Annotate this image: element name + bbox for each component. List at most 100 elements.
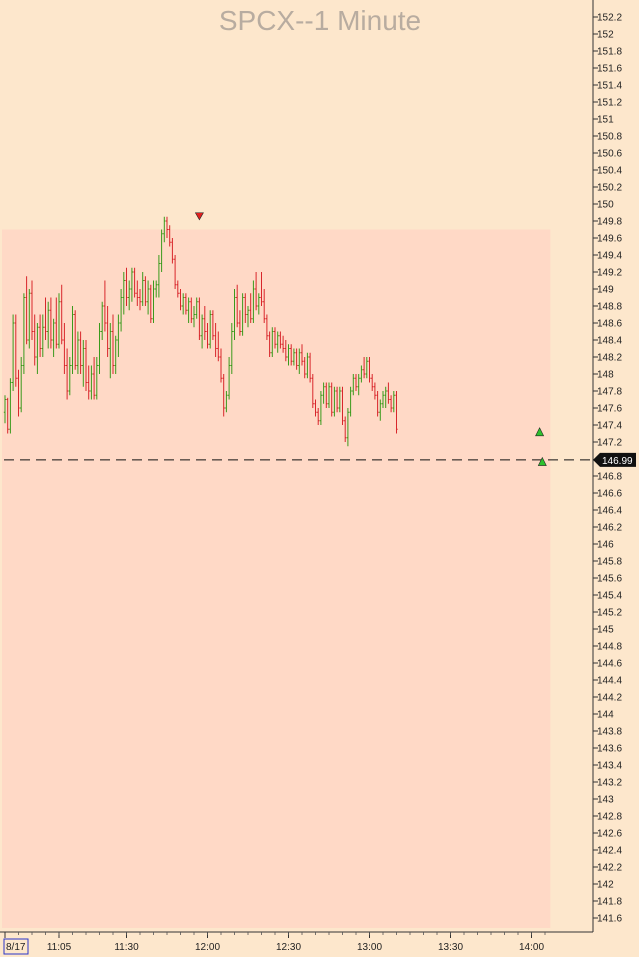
candle (203, 306, 206, 340)
last-price-label: 146.99 (602, 456, 633, 467)
y-tick-label: 141.8 (597, 897, 622, 908)
candle (30, 280, 34, 340)
y-tick-label: 152 (597, 30, 614, 41)
y-tick-label: 147.4 (597, 421, 622, 432)
y-tick-label: 150 (597, 200, 614, 211)
y-tick-label: 143.8 (597, 727, 622, 738)
candle (257, 293, 260, 315)
y-tick-label: 146.2 (597, 523, 622, 534)
candle (106, 306, 109, 357)
candle (152, 280, 155, 323)
candle (200, 314, 204, 349)
candle (252, 280, 255, 323)
x-tick-label: 13:30 (438, 942, 463, 953)
y-tick-label: 142.2 (597, 863, 622, 874)
candle (211, 310, 215, 340)
y-tick-label: 145.2 (597, 608, 622, 619)
y-tick-label: 149.6 (597, 234, 622, 245)
candle (290, 344, 293, 366)
candle (392, 391, 395, 413)
candle (68, 357, 71, 396)
y-tick-label: 150.4 (597, 166, 622, 177)
x-tick-label: 12:00 (195, 942, 220, 953)
candle (187, 297, 190, 323)
candle (281, 335, 285, 353)
candle (222, 374, 225, 417)
candle (11, 314, 15, 391)
candle (238, 310, 242, 336)
candle (295, 348, 298, 370)
candle (287, 344, 290, 366)
candle (233, 289, 236, 340)
candle (90, 365, 93, 400)
candle (198, 297, 201, 340)
y-tick-label: 148 (597, 370, 614, 381)
buy-signal-marker (537, 456, 547, 466)
candle (179, 289, 182, 311)
y-tick-label: 149.8 (597, 217, 622, 228)
candle (246, 306, 250, 328)
candle (3, 395, 7, 424)
candle (87, 365, 90, 400)
candle (49, 297, 53, 349)
candle (163, 216, 166, 243)
candle (92, 357, 96, 400)
candle (130, 267, 134, 302)
y-tick-label: 146 (597, 540, 614, 551)
candle (20, 357, 23, 413)
candle (219, 348, 223, 383)
candle (284, 340, 287, 362)
y-tick-label: 144.4 (597, 676, 622, 687)
candle (195, 297, 198, 319)
candle (33, 314, 36, 366)
candle (384, 386, 387, 408)
candle (192, 306, 196, 328)
candle (349, 386, 352, 417)
candle (368, 357, 371, 383)
candle (338, 386, 341, 413)
y-tick-label: 147.6 (597, 404, 622, 415)
candle (354, 374, 358, 391)
candle (57, 293, 61, 349)
candle (335, 386, 339, 413)
candle (330, 382, 333, 417)
y-tick-label: 144 (597, 710, 614, 721)
candle (138, 289, 142, 311)
x-tick-label: 14:00 (519, 942, 544, 953)
candle (271, 327, 274, 357)
candle (230, 323, 233, 374)
x-tick-label: 8/17 (6, 942, 26, 953)
candle (249, 293, 252, 323)
y-tick-label: 151.2 (597, 98, 622, 109)
candle (128, 280, 131, 311)
candle (47, 301, 50, 349)
candle (160, 229, 163, 272)
candle (133, 267, 136, 298)
candle (155, 280, 158, 298)
candle (38, 314, 42, 357)
candle (17, 369, 20, 417)
y-tick-label: 144.2 (597, 693, 622, 704)
candle (292, 348, 296, 366)
x-axis-ticks: 8/17 11:05 11:30 12:00 12:30 13:00 13:30 14:00 (3, 932, 546, 955)
y-tick-label: 142.6 (597, 829, 622, 840)
candle (36, 323, 39, 374)
candle (314, 399, 317, 417)
candle (322, 382, 325, 404)
candle (254, 272, 258, 311)
y-tick-label: 148.6 (597, 319, 622, 330)
y-tick-label: 151.6 (597, 64, 622, 75)
candle (381, 391, 385, 408)
y-tick-label: 149.4 (597, 251, 622, 262)
candle (376, 391, 379, 417)
candle (101, 301, 104, 340)
y-tick-label: 149 (597, 285, 614, 296)
candle (308, 352, 312, 383)
candle (98, 323, 101, 374)
y-tick-label: 141.6 (597, 914, 622, 925)
candle (119, 289, 123, 332)
candle (214, 323, 217, 357)
buy-signal-marker (535, 427, 545, 437)
y-tick-label: 148.8 (597, 302, 622, 313)
y-tick-label: 144.6 (597, 659, 622, 670)
